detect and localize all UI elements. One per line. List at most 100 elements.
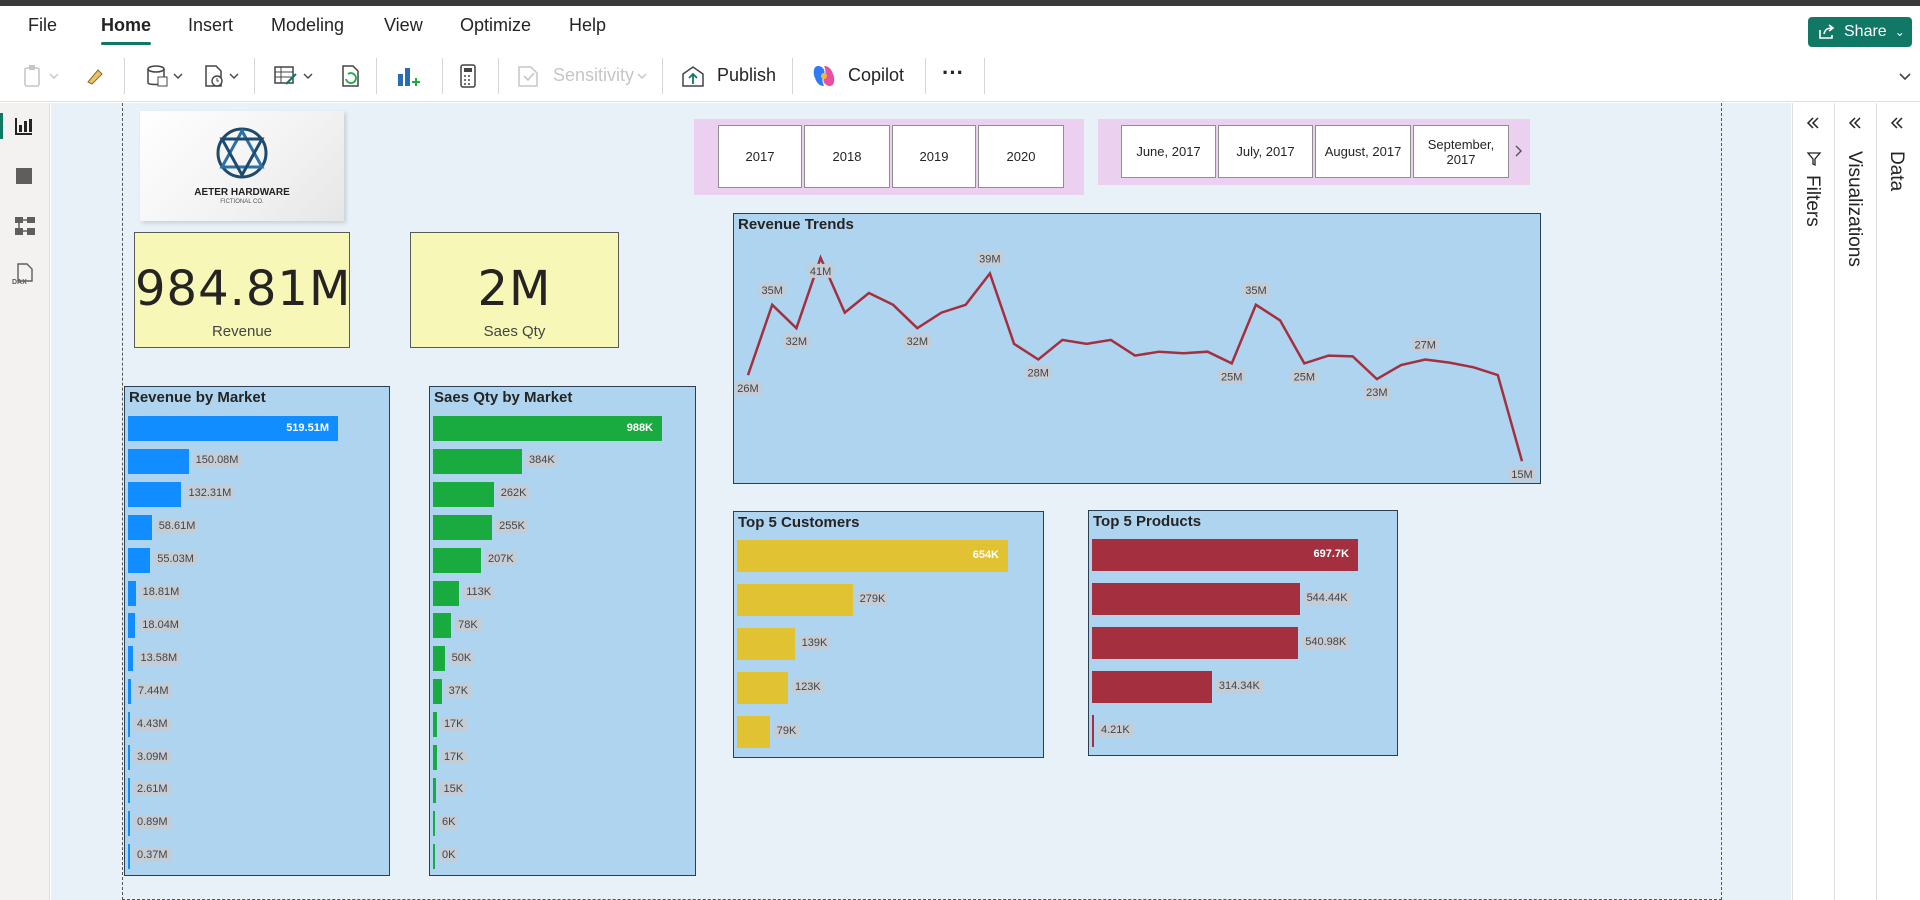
copilot-icon[interactable] xyxy=(810,62,838,90)
calculator-icon[interactable] xyxy=(454,62,482,90)
publish-label[interactable]: Publish xyxy=(717,65,777,85)
year-button[interactable]: 2020 xyxy=(978,125,1064,188)
top5-products-chart[interactable]: Top 5 Products 697.7K 544.44K 540.98K 314.3… xyxy=(1088,510,1398,756)
month-button[interactable]: September, 2017 xyxy=(1413,125,1509,178)
bar[interactable] xyxy=(128,843,130,869)
month-button[interactable]: June, 2017 xyxy=(1121,125,1216,178)
data-label: 50K xyxy=(448,650,475,665)
trend-line[interactable] xyxy=(746,254,1524,462)
data-pane[interactable]: Data xyxy=(1876,103,1918,900)
tab-insert[interactable]: Insert xyxy=(188,15,234,35)
bar[interactable] xyxy=(433,613,452,639)
tab-optimize[interactable]: Optimize xyxy=(460,15,532,35)
transform-data-icon[interactable] xyxy=(272,62,300,90)
bar[interactable] xyxy=(433,646,445,672)
dax-query-view-icon[interactable]: DAX xyxy=(10,263,40,291)
publish-icon[interactable] xyxy=(679,62,707,90)
bar[interactable] xyxy=(737,628,795,660)
bar[interactable] xyxy=(1092,671,1212,703)
data-label: 27M xyxy=(1411,337,1439,352)
share-button[interactable]: Share ⌄ xyxy=(1808,17,1912,47)
bar[interactable] xyxy=(433,580,460,606)
qty-by-market-chart[interactable]: Saes Qty by Market 988K 384K 262K 255K 207K 1… xyxy=(429,386,696,876)
bar[interactable] xyxy=(128,679,131,705)
chevron-right-icon[interactable] xyxy=(1513,144,1523,158)
table-view-icon[interactable] xyxy=(14,166,34,186)
bar[interactable] xyxy=(1092,627,1299,659)
filters-pane[interactable]: Filters xyxy=(1792,103,1834,900)
tab-modeling[interactable]: Modeling xyxy=(271,15,345,35)
model-view-icon[interactable] xyxy=(14,215,36,237)
qty-card[interactable]: 2M Saes Qty xyxy=(410,232,619,348)
more-options-icon[interactable]: ··· xyxy=(942,60,964,85)
new-visual-icon[interactable] xyxy=(394,62,422,90)
bar[interactable] xyxy=(737,540,1008,572)
bar[interactable] xyxy=(128,481,182,507)
chevron-down-icon[interactable] xyxy=(636,62,648,90)
tab-home[interactable]: Home xyxy=(101,15,152,45)
svg-text:32M: 32M xyxy=(907,336,928,348)
bar[interactable] xyxy=(128,777,130,803)
bar[interactable] xyxy=(737,584,853,616)
bar[interactable] xyxy=(737,672,788,704)
recent-sources-icon[interactable] xyxy=(200,62,228,90)
collapse-ribbon-icon[interactable] xyxy=(1898,70,1912,84)
chevron-down-icon[interactable] xyxy=(228,62,240,90)
paste-icon[interactable] xyxy=(20,62,48,90)
get-data-icon[interactable] xyxy=(144,62,172,90)
bar[interactable] xyxy=(1092,715,1094,747)
chevron-down-icon[interactable] xyxy=(48,62,60,90)
bar[interactable] xyxy=(433,547,481,573)
year-button[interactable]: 2018 xyxy=(804,125,890,188)
bar[interactable] xyxy=(433,416,662,441)
chevron-down-icon[interactable] xyxy=(302,62,314,90)
tab-help[interactable]: Help xyxy=(569,15,607,35)
bar[interactable] xyxy=(128,646,134,672)
bar[interactable] xyxy=(737,716,770,748)
bar[interactable] xyxy=(128,613,136,639)
company-logo: AETER HARDWARE FICTIONAL CO. xyxy=(140,111,344,221)
bar[interactable] xyxy=(433,745,437,770)
year-button[interactable]: 2017 xyxy=(718,125,802,188)
bar[interactable] xyxy=(128,416,338,441)
top5-customers-chart[interactable]: Top 5 Customers 654K 279K 139K 123K 79K xyxy=(733,511,1044,758)
data-label: 697.7K xyxy=(1313,548,1349,560)
bar[interactable] xyxy=(128,712,130,738)
tab-file[interactable]: File xyxy=(28,15,58,35)
bar[interactable] xyxy=(128,547,151,573)
bar[interactable] xyxy=(128,810,130,836)
bar[interactable] xyxy=(1092,583,1300,615)
sensitivity-label[interactable]: Sensitivity xyxy=(553,65,635,85)
bar[interactable] xyxy=(433,514,493,540)
bar[interactable] xyxy=(128,745,130,770)
sensitivity-icon[interactable] xyxy=(514,62,542,90)
report-view-icon[interactable] xyxy=(14,116,34,136)
month-button[interactable]: August, 2017 xyxy=(1315,125,1411,178)
visualizations-pane[interactable]: Visualizations xyxy=(1834,103,1876,900)
bar[interactable] xyxy=(128,514,152,540)
revenue-by-market-chart[interactable]: Revenue by Market 519.51M 150.08M 132.31M 5… xyxy=(124,386,390,876)
bar[interactable] xyxy=(433,481,494,507)
bar[interactable] xyxy=(433,843,435,869)
bar[interactable] xyxy=(128,580,136,606)
bar[interactable] xyxy=(128,448,189,474)
expand-pane-icon[interactable] xyxy=(1847,115,1863,131)
bar[interactable] xyxy=(433,448,522,474)
bar[interactable] xyxy=(433,712,437,738)
bar[interactable] xyxy=(433,777,437,803)
chevron-down-icon[interactable] xyxy=(172,62,184,90)
expand-pane-icon[interactable] xyxy=(1889,115,1905,131)
tab-view[interactable]: View xyxy=(384,15,423,35)
bar[interactable] xyxy=(433,679,442,705)
format-painter-icon[interactable] xyxy=(82,62,110,90)
revenue-card[interactable]: 984.81M Revenue xyxy=(134,232,350,348)
revenue-value: 984.81M xyxy=(135,261,352,317)
copilot-label[interactable]: Copilot xyxy=(848,65,905,85)
expand-pane-icon[interactable] xyxy=(1805,115,1821,131)
revenue-trends-chart[interactable]: Revenue Trends 26M 35M 32M 41M 32M 39M 28M 25M 3… xyxy=(733,213,1541,484)
year-button[interactable]: 2019 xyxy=(892,125,976,188)
month-button[interactable]: July, 2017 xyxy=(1218,125,1313,178)
bar[interactable] xyxy=(1092,539,1358,571)
refresh-icon[interactable] xyxy=(336,62,364,90)
bar[interactable] xyxy=(433,810,435,836)
